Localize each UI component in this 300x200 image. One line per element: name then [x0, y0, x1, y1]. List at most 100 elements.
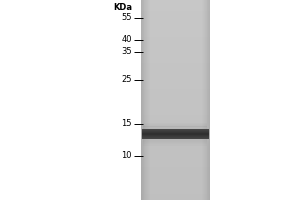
Bar [141, 169, 210, 170]
Bar [141, 85, 210, 86]
Bar [141, 74, 210, 75]
Bar [207, 0, 208, 200]
Bar [141, 82, 210, 83]
Bar [141, 136, 210, 137]
Text: 40: 40 [122, 36, 132, 45]
Bar [141, 152, 210, 153]
Bar [141, 29, 210, 30]
Bar [141, 172, 210, 173]
Bar [141, 12, 210, 13]
Bar [141, 180, 210, 181]
Bar [141, 173, 210, 174]
Bar [141, 187, 210, 188]
Bar [141, 119, 210, 120]
Bar [141, 67, 210, 68]
Bar [141, 196, 210, 197]
Bar [141, 192, 210, 193]
Bar [141, 13, 210, 14]
Bar [141, 131, 210, 132]
Bar [141, 137, 210, 138]
Bar [141, 64, 210, 65]
Bar [203, 0, 204, 200]
Bar [143, 124, 207, 125]
Bar [141, 79, 210, 80]
Text: 25: 25 [122, 75, 132, 84]
Bar [145, 0, 146, 200]
Bar [143, 0, 144, 200]
Bar [141, 177, 210, 178]
Bar [141, 80, 210, 81]
Bar [141, 130, 210, 131]
Bar [141, 16, 210, 17]
Bar [141, 18, 210, 19]
Bar [143, 125, 207, 127]
Bar [141, 160, 210, 161]
Bar [141, 182, 210, 183]
Bar [141, 154, 210, 155]
Bar [141, 145, 210, 146]
Bar [141, 191, 210, 192]
Bar [142, 0, 143, 200]
Bar [141, 132, 210, 133]
Bar [141, 107, 210, 108]
Bar [142, 131, 208, 132]
Bar [141, 112, 210, 113]
Bar [141, 186, 210, 187]
Text: 55: 55 [122, 14, 132, 22]
Bar [205, 0, 206, 200]
Bar [141, 26, 210, 27]
Bar [141, 121, 210, 122]
Bar [141, 73, 210, 74]
Bar [141, 99, 210, 100]
Bar [141, 113, 210, 114]
Bar [141, 0, 142, 200]
Bar [141, 97, 210, 98]
Bar [141, 1, 210, 2]
Bar [141, 164, 210, 165]
Bar [141, 184, 210, 185]
Bar [141, 108, 210, 109]
Bar [141, 165, 210, 166]
Bar [202, 0, 203, 200]
Bar [141, 150, 210, 151]
Bar [141, 94, 210, 95]
Bar [141, 159, 210, 160]
Bar [141, 15, 210, 16]
Bar [143, 142, 207, 143]
Bar [141, 155, 210, 156]
Bar [141, 89, 210, 90]
Text: 35: 35 [122, 47, 132, 56]
Bar [141, 122, 210, 123]
Bar [141, 110, 210, 111]
Bar [141, 143, 210, 144]
Bar [141, 75, 210, 76]
Text: 15: 15 [122, 119, 132, 129]
Bar [141, 115, 210, 116]
Bar [141, 83, 210, 84]
Bar [143, 128, 207, 129]
Bar [149, 0, 150, 200]
Bar [141, 32, 210, 33]
Bar [141, 14, 210, 15]
Bar [141, 166, 210, 167]
Bar [141, 53, 210, 54]
Bar [141, 179, 210, 180]
Bar [141, 31, 210, 32]
Bar [141, 175, 210, 176]
Bar [141, 46, 210, 47]
Bar [141, 114, 210, 115]
Bar [141, 176, 210, 177]
Bar [147, 0, 148, 200]
Bar [141, 125, 210, 126]
Bar [141, 28, 210, 29]
Bar [141, 47, 210, 48]
Bar [141, 188, 210, 189]
Bar [209, 0, 210, 200]
Bar [141, 100, 210, 101]
Bar [141, 147, 210, 148]
Bar [141, 76, 210, 77]
Text: KDa: KDa [113, 3, 132, 12]
Bar [141, 178, 210, 179]
Bar [148, 0, 149, 200]
Bar [141, 37, 210, 38]
